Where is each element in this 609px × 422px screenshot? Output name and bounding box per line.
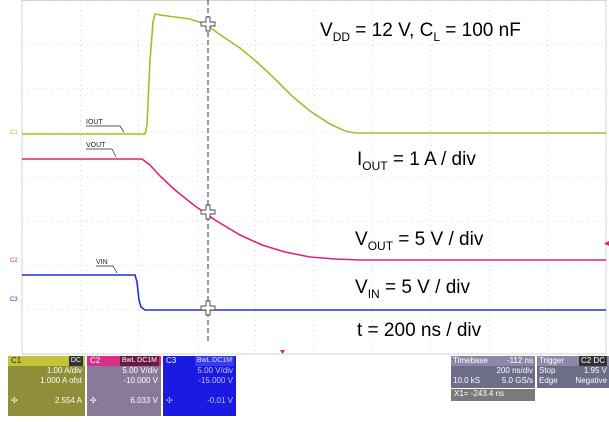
channel-c3-cursor-icon: ✣	[166, 396, 173, 405]
channel-c1-value: 2.554 A	[54, 396, 82, 405]
timebase-samples: 10.0 kS	[453, 376, 481, 385]
timebase-rate: 5.0 GS/s	[501, 376, 533, 385]
trigger-level: 1.95 V	[583, 366, 607, 375]
trigger-badge: C2 DC	[578, 356, 607, 366]
timebase-offset: -112 ns	[506, 356, 533, 365]
trigger-title: Trigger	[539, 356, 565, 365]
channel-c3-value: -0.01 V	[207, 396, 233, 405]
svg-text:IOUT: IOUT	[86, 119, 103, 126]
timebase-title: Timebase	[453, 356, 488, 365]
c2-marker: C2	[10, 258, 18, 264]
vout-label: VOUT	[86, 142, 117, 158]
channel-c1-id: C1	[11, 356, 22, 365]
vdd-annotation: VDD = 12 V, CL = 100 nF	[320, 20, 521, 44]
timebase-scale: 200 ns/div	[496, 366, 533, 375]
channel-c1-offset: 1.000 A ofst	[40, 376, 82, 385]
channel-c2-cursor-icon: ✣	[90, 396, 97, 405]
vout-trace	[22, 158, 606, 261]
trigger-time-marker-icon	[280, 350, 285, 354]
trigger-level-marker-icon	[604, 241, 609, 246]
channel-c2-value: 6.033 V	[130, 396, 158, 405]
channel-c2-badge: BwL DC1M	[119, 356, 159, 366]
channel-c2-scale: 5.00 V/div	[122, 366, 158, 375]
trigger-mode: Stop	[539, 366, 556, 375]
vin-trace	[22, 274, 606, 311]
channel-c1-box[interactable]: C1 DC 1.00 A/div 1.000 A ofst ✣ 2.554 A	[8, 356, 85, 416]
channel-c2-id: C2	[90, 356, 101, 365]
cursor-readout: X1= -243.4 ns	[451, 389, 535, 401]
cursor-crosshair-icon	[200, 16, 216, 316]
channel-c2-box[interactable]: C2 BwL DC1M 5.00 V/div -10.000 V ✣ 6.033 …	[87, 356, 161, 416]
trigger-type: Edge	[539, 376, 558, 385]
svg-text:VIN: VIN	[96, 259, 108, 266]
channel-c3-offset: -15.000 V	[198, 376, 233, 385]
trigger-slope: Negative	[575, 376, 607, 385]
trigger-box[interactable]: Trigger C2 DC Stop 1.95 V Edge Negative	[537, 356, 609, 388]
channel-c3-badge: BwL DC1M	[194, 356, 234, 366]
c3-marker: C3	[10, 297, 18, 303]
channel-c2-offset: -10.000 V	[123, 376, 158, 385]
vin-annotation: VIN = 5 V / div	[355, 277, 470, 301]
channel-c1-badge: DC	[68, 356, 83, 366]
channel-c1-scale: 1.00 A/div	[46, 366, 82, 375]
svg-text:VOUT: VOUT	[86, 142, 106, 149]
iout-trace	[22, 13, 606, 135]
graticule	[21, 0, 607, 355]
channel-c3-box[interactable]: C3 BwL DC1M 5.00 V/div -15.000 V ✣ -0.01 …	[163, 356, 236, 416]
timebase-annotation: t = 200 ns / div	[357, 320, 482, 341]
graticule-border	[21, 0, 607, 355]
vout-annotation: VOUT = 5 V / div	[355, 229, 484, 253]
iout-annotation: IOUT = 1 A / div	[357, 149, 476, 173]
c1-marker: C1	[10, 130, 18, 136]
timebase-box[interactable]: Timebase -112 ns 200 ns/div 10.0 kS 5.0 …	[451, 356, 535, 388]
iout-label: IOUT	[86, 119, 125, 133]
channel-c3-scale: 5.00 V/div	[197, 366, 233, 375]
channel-c3-id: C3	[166, 356, 177, 365]
channel-c1-cursor-icon: ✣	[11, 396, 18, 405]
vin-label: VIN	[96, 259, 118, 274]
